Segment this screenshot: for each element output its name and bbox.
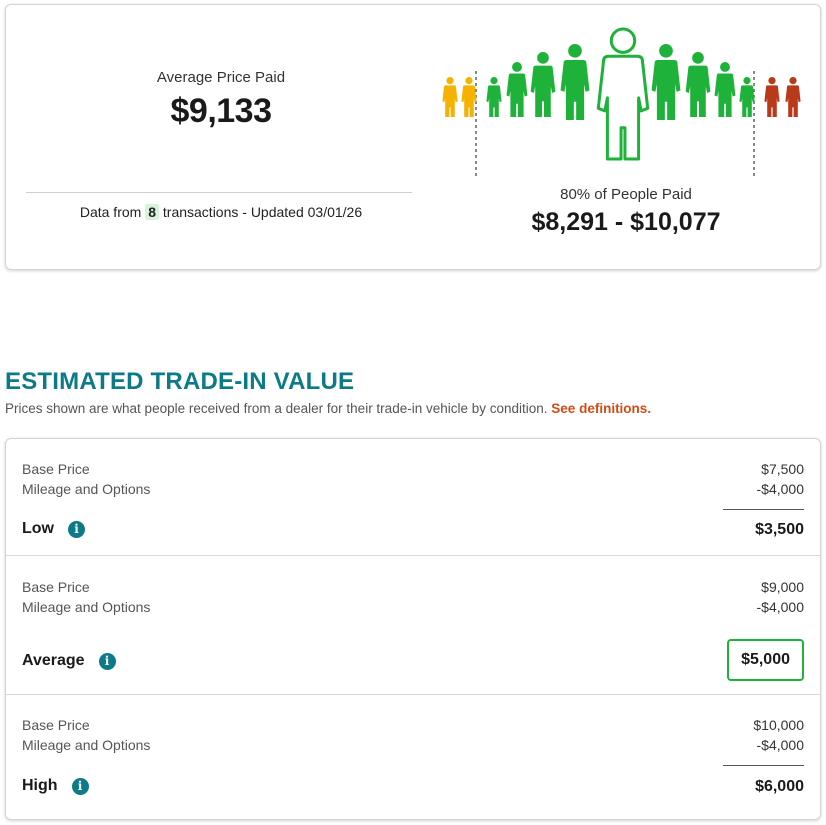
transactions-info: Data from 8 transactions - Updated 03/01… [6,204,436,220]
person-body [506,73,528,117]
tier-name: Average i [22,652,116,670]
sum-line [723,509,804,510]
person-icon [506,62,528,117]
person-icon [596,27,650,161]
people-distribution-figure [442,27,801,177]
person-body [714,73,736,117]
info-icon[interactable]: i [98,652,116,670]
person-icon [442,77,458,117]
person-head [537,52,549,64]
trade-in-subtitle: Prices shown are what people received fr… [5,401,651,416]
person-head [512,62,522,72]
sum-line [723,765,804,766]
person-icon [685,52,711,117]
range-value: $8,291 - $10,077 [531,208,721,236]
mileage-label: Mileage and Options [22,481,151,497]
person-icon [651,44,681,120]
person-head [743,77,751,85]
mileage-value: -$4,000 [756,599,804,615]
mileage-row: Mileage and Options -$4,000 [22,481,804,499]
trade-in-card: Base Price $7,500 Mileage and Options -$… [5,438,821,820]
tier-name-label: Average [22,652,85,669]
person-icon [486,77,502,117]
mileage-value: -$4,000 [756,481,804,497]
person-body [486,85,502,117]
person-icon [739,77,755,117]
person-icon [461,77,477,117]
person-body [530,65,556,117]
tier-name: Low i [22,520,85,538]
person-body [764,85,780,117]
person-body [461,85,477,117]
price-paid-card: Average Price Paid $9,133 Data from 8 tr… [5,4,821,270]
mileage-row: Mileage and Options -$4,000 [22,737,804,755]
person-head [789,77,797,85]
tier-average: Base Price $9,000 Mileage and Options -$… [6,556,820,694]
person-body [739,85,755,117]
base-price-row: Base Price $9,000 [22,579,804,597]
trade-in-title: ESTIMATED TRADE-IN VALUE [5,368,355,395]
info-icon[interactable]: i [68,520,85,538]
tier-name-label: High [22,777,58,794]
person-head [568,44,582,58]
person-head [446,77,454,85]
person-body [442,85,458,117]
mileage-label: Mileage and Options [22,599,151,615]
person-body [596,54,650,161]
tier-low: Base Price $7,500 Mileage and Options -$… [6,439,820,556]
base-price-row: Base Price $10,000 [22,717,804,735]
tier-separator [6,555,820,556]
divider [26,192,412,193]
trade-in-subtitle-text: Prices shown are what people received fr… [5,401,548,416]
base-price-value: $9,000 [761,579,804,595]
mileage-label: Mileage and Options [22,737,151,753]
person-head [692,52,704,64]
base-price-label: Base Price [22,579,90,595]
person-icon [560,44,590,120]
base-price-label: Base Price [22,717,90,733]
average-price-label: Average Price Paid [156,69,286,86]
transactions-count: 8 [145,204,159,220]
person-head [720,62,730,72]
tier-total: $3,500 [755,521,804,538]
person-head [609,27,637,54]
tier-total: $6,000 [755,778,804,795]
person-body [785,85,801,117]
base-price-label: Base Price [22,461,90,477]
person-body [685,65,711,117]
person-icon [530,52,556,117]
tier-separator [6,694,820,695]
transactions-prefix: Data from [79,204,142,220]
person-icon [714,62,736,117]
base-price-row: Base Price $7,500 [22,461,804,479]
base-price-value: $7,500 [761,461,804,477]
person-icon [785,77,801,117]
tier-name-label: Low [22,520,54,537]
person-body [560,59,590,120]
person-head [465,77,473,85]
mileage-row: Mileage and Options -$4,000 [22,599,804,617]
person-head [768,77,776,85]
range-label: 80% of People Paid [560,186,692,203]
average-price-value: $9,133 [170,92,273,130]
person-head [659,44,673,58]
info-icon[interactable]: i [71,777,89,795]
person-body [651,59,681,120]
base-price-value: $10,000 [753,717,804,733]
transactions-suffix: transactions - Updated 03/01/26 [162,204,363,220]
tier-total-selected: $5,000 [727,639,804,681]
see-definitions-link[interactable]: See definitions. [551,401,652,416]
person-icon [764,77,780,117]
mileage-value: -$4,000 [756,737,804,753]
tier-name: High i [22,777,89,795]
person-head [490,77,498,85]
tier-high: Base Price $10,000 Mileage and Options -… [6,695,820,819]
